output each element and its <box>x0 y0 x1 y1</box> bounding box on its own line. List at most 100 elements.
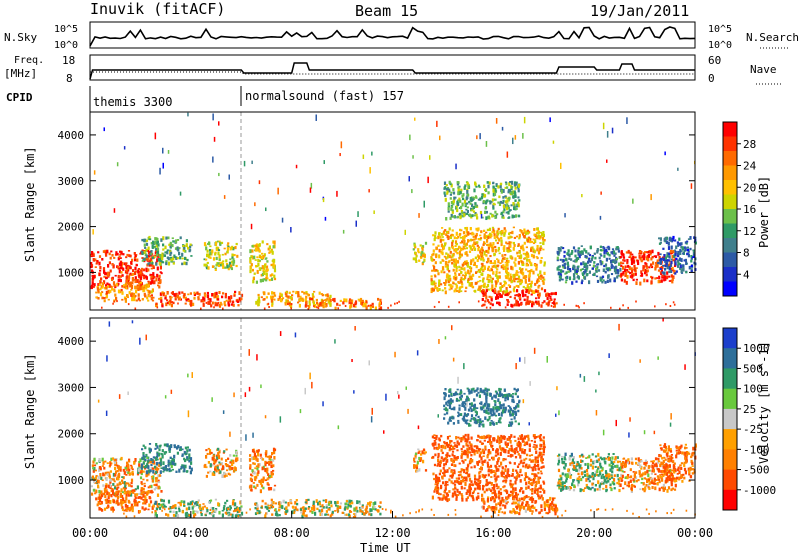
data-cell <box>492 192 495 197</box>
data-cell <box>195 501 198 503</box>
data-cell <box>664 267 667 271</box>
data-cell <box>472 243 475 247</box>
data-cell <box>585 267 588 272</box>
data-cell <box>309 187 312 193</box>
data-cell <box>681 246 684 250</box>
data-cell <box>213 471 216 474</box>
data-cell <box>176 239 180 241</box>
data-cell <box>466 496 469 499</box>
beam-title: Beam 15 <box>355 2 418 20</box>
data-cell <box>650 280 653 284</box>
data-cell <box>567 266 570 271</box>
data-cell <box>471 285 474 288</box>
data-cell <box>320 293 324 295</box>
data-cell <box>506 186 509 189</box>
data-cell <box>160 503 163 508</box>
data-cell <box>505 196 508 199</box>
data-cell <box>154 254 157 257</box>
data-cell <box>477 280 480 283</box>
power-data <box>90 112 697 311</box>
data-cell <box>481 487 485 491</box>
data-cell <box>114 274 117 277</box>
data-cell <box>502 204 505 208</box>
data-cell <box>629 272 632 275</box>
data-cell <box>447 210 450 213</box>
data-cell <box>273 484 277 487</box>
data-cell <box>477 184 481 187</box>
data-cell <box>487 280 490 284</box>
data-cell <box>455 163 457 170</box>
data-cell <box>478 285 481 289</box>
data-cell <box>364 305 367 308</box>
data-cell <box>206 261 209 265</box>
data-cell <box>516 450 519 453</box>
data-cell <box>622 304 624 307</box>
data-cell <box>134 458 137 462</box>
data-cell <box>390 304 392 307</box>
data-cell <box>574 254 577 258</box>
data-cell <box>249 477 252 481</box>
data-cell <box>485 235 488 239</box>
data-cell <box>494 280 497 283</box>
data-cell <box>150 275 153 278</box>
data-cell <box>679 242 682 246</box>
data-cell <box>647 251 650 254</box>
data-cell <box>121 291 124 295</box>
data-cell <box>501 470 504 474</box>
data-cell <box>269 458 272 461</box>
data-cell <box>162 243 165 247</box>
data-cell <box>484 210 487 214</box>
data-cell <box>181 262 184 266</box>
data-cell <box>339 502 343 505</box>
data-cell <box>537 230 540 234</box>
data-cell <box>463 241 466 245</box>
data-cell <box>576 266 579 270</box>
data-cell <box>104 287 107 290</box>
data-cell <box>249 266 252 269</box>
data-cell <box>589 245 592 250</box>
data-cell <box>559 272 562 276</box>
data-cell <box>141 273 144 277</box>
data-cell <box>622 259 625 262</box>
data-cell <box>108 475 111 479</box>
data-cell <box>459 470 462 473</box>
data-cell <box>456 480 459 484</box>
data-cell <box>205 507 208 510</box>
data-cell <box>508 493 511 497</box>
data-cell <box>466 189 469 194</box>
data-cell <box>512 490 515 494</box>
data-cell <box>497 435 500 440</box>
data-cell <box>491 214 494 218</box>
data-cell <box>412 155 414 159</box>
data-cell <box>486 239 489 243</box>
data-cell <box>152 296 155 299</box>
data-cell <box>311 510 314 514</box>
data-cell <box>674 264 677 268</box>
data-cell <box>449 235 452 240</box>
data-cell <box>525 262 528 265</box>
data-cell <box>489 262 492 264</box>
data-cell <box>458 265 461 269</box>
data-cell <box>362 154 365 159</box>
data-cell <box>188 456 191 460</box>
data-cell <box>345 502 348 506</box>
data-cell <box>155 277 158 282</box>
data-cell <box>507 260 510 264</box>
data-cell <box>611 248 615 251</box>
data-cell <box>650 263 653 266</box>
data-cell <box>414 452 418 456</box>
data-cell <box>145 242 149 246</box>
data-cell <box>481 460 484 464</box>
data-cell <box>126 507 129 510</box>
data-cell <box>677 242 680 247</box>
data-cell <box>293 512 296 514</box>
data-cell <box>512 278 515 281</box>
data-cell <box>316 301 319 305</box>
data-cell <box>601 276 604 280</box>
data-cell <box>659 257 663 262</box>
data-cell <box>537 302 540 305</box>
data-cell <box>272 245 275 249</box>
data-cell <box>177 302 179 305</box>
data-cell <box>229 454 232 457</box>
data-cell <box>514 135 517 140</box>
